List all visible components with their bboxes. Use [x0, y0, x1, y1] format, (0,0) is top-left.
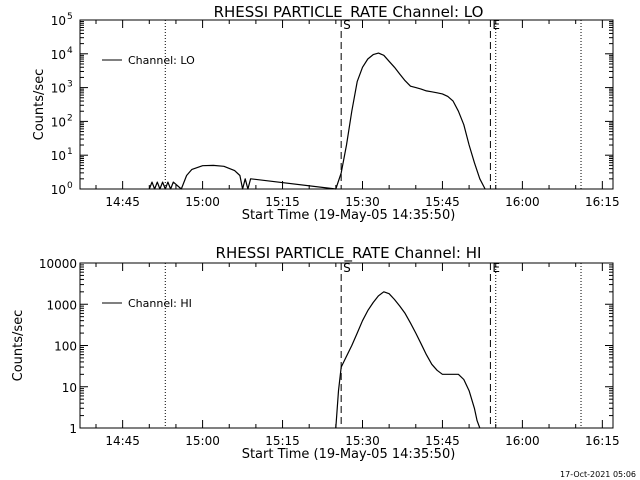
- x-tick-label: 14:45: [105, 434, 140, 448]
- marker-label-e: E: [492, 261, 500, 275]
- y-tick-label: 10: [51, 14, 66, 28]
- y-tick-label: 10000: [39, 257, 77, 271]
- y-tick-label: 1000: [46, 298, 77, 312]
- chart-panel-hi: RHESSI PARTICLE_RATE Channel: HI 14:45 15:…: [11, 244, 620, 462]
- x-tick-label: 16:15: [585, 434, 620, 448]
- axes-frame: [79, 19, 614, 190]
- y-tick-label: 10: [51, 115, 66, 129]
- y-tick-label: 10: [51, 183, 66, 197]
- x-axis-label: Start Time (19-May-05 14:35:50): [242, 208, 456, 223]
- x-axis-label: Start Time (19-May-05 14:35:50): [242, 447, 456, 462]
- legend: Channel: HI: [102, 297, 192, 310]
- marker-label-e: E: [492, 18, 500, 32]
- x-tick-label: 15:30: [345, 434, 380, 448]
- y-tick-label: 10: [62, 381, 77, 395]
- x-axis: 14:45 15:00 15:15 15:30 15:45 16:00 16:15: [95, 263, 620, 448]
- x-tick-label: 16:00: [505, 195, 540, 209]
- legend-label: Channel: LO: [128, 54, 195, 67]
- x-tick-label: 15:15: [265, 195, 300, 209]
- y-axis-label: Counts/sec: [32, 69, 47, 141]
- y-tick-label: 100: [54, 340, 77, 354]
- x-axis: 14:45 15:00 15:15 15:30 15:45 16:00 16:15: [95, 20, 620, 209]
- timestamp: 17-Oct-2021 05:06: [560, 470, 636, 479]
- y-tick-label: 10: [51, 82, 66, 96]
- y-tick-exponent: 5: [67, 12, 73, 22]
- chart-title: RHESSI PARTICLE_RATE Channel: HI: [216, 244, 482, 263]
- y-tick-exponent: 3: [67, 80, 73, 90]
- series-line: [148, 52, 486, 190]
- marker-label-s: S: [343, 261, 351, 275]
- x-tick-label: 15:00: [185, 195, 220, 209]
- y-axis: 1 10 100 1000 10000: [39, 257, 613, 436]
- x-tick-label: 15:30: [345, 195, 380, 209]
- axes-frame: [79, 262, 614, 429]
- x-tick-label: 16:00: [505, 434, 540, 448]
- x-tick-label: 16:15: [585, 195, 620, 209]
- y-tick-label: 10: [51, 149, 66, 163]
- chart-panel-lo: RHESSI PARTICLE_RATE Channel: LO 14:45 15:…: [32, 3, 620, 223]
- y-tick-exponent: 1: [67, 147, 73, 157]
- legend: Channel: LO: [102, 54, 195, 67]
- x-tick-label: 15:00: [185, 434, 220, 448]
- x-tick-label: 15:45: [425, 195, 460, 209]
- legend-label: Channel: HI: [128, 297, 192, 310]
- y-tick-exponent: 0: [67, 181, 73, 191]
- y-tick-label: 10: [51, 48, 66, 62]
- x-tick-label: 15:45: [425, 434, 460, 448]
- marker-label-s: S: [343, 18, 351, 32]
- y-tick-exponent: 2: [67, 113, 73, 123]
- x-tick-label: 15:15: [265, 434, 300, 448]
- y-tick-label: 1: [69, 422, 77, 436]
- y-axis-label: Counts/sec: [11, 310, 26, 382]
- x-tick-label: 14:45: [105, 195, 140, 209]
- y-tick-exponent: 4: [67, 46, 73, 56]
- chart-title: RHESSI PARTICLE_RATE Channel: LO: [214, 3, 484, 22]
- series-line: [335, 291, 481, 429]
